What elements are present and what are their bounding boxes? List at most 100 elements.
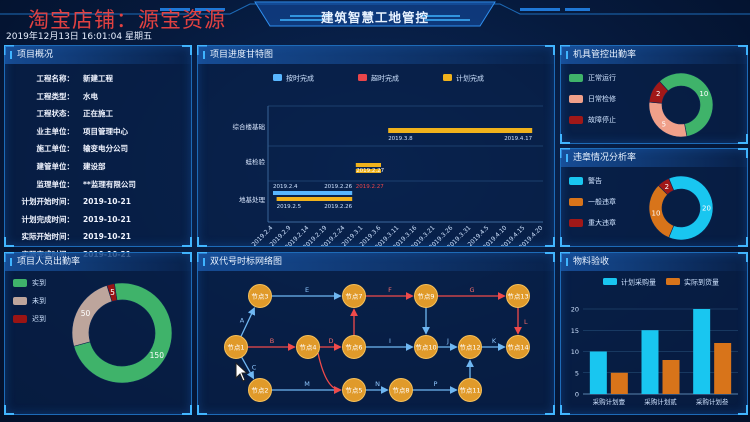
overview-key: 业主单位： — [36, 126, 75, 136]
personnel-panel: 项目人员出勤率 实到 未到 迟到 150 50 5 — [4, 252, 192, 415]
equipment-legend-item[interactable]: 日常检修 — [569, 94, 616, 104]
overview-value: 输变电分公司 — [83, 144, 128, 154]
network-node — [458, 335, 482, 359]
overview-key: 计划开始时间： — [21, 197, 75, 207]
network-diagram: A B C D E F G I J K M N P L 节点1 节点2 节点3 节点4 节点5 节点6 节点7 节点8 节点… — [224, 284, 530, 402]
page-title: 建筑智慧工地管控 — [320, 10, 429, 25]
network-edge-label: L — [524, 318, 528, 326]
materials-bar-chart: 计划采购量 实际到货量 0 5 10 15 20 采购计划壹 采购计划贰 采购计划叁 — [571, 278, 738, 406]
overview-title: 项目概况 — [5, 46, 191, 64]
personnel-title: 项目人员出勤率 — [5, 253, 191, 271]
network-node — [248, 378, 272, 402]
overview-value: **监理有限公司 — [83, 179, 136, 189]
network-edge-label: M — [304, 380, 310, 388]
header-frame — [0, 1, 750, 27]
gantt-bar-label: 2019.2.27 — [356, 184, 384, 190]
personnel-slice — [73, 282, 173, 384]
overview-value: 水电 — [83, 91, 98, 101]
overview-key: 工程名称： — [36, 74, 75, 83]
gantt-chart: 按时完成 超时完成 计划完成综合楼基础蛙检验地基处理2019.2.42019.2.9… — [233, 74, 545, 247]
materials-bar-planned — [589, 351, 607, 394]
equipment-donut-chart: 10 5 2 — [648, 72, 714, 138]
gantt-bar — [355, 169, 381, 173]
gantt-title: 项目进度甘特图 — [198, 46, 554, 64]
network-node — [414, 335, 438, 359]
gantt-task-label: 地基处理 — [239, 195, 266, 204]
equipment-slice — [648, 101, 688, 138]
watermark-text: 淘宝店铺：源宝资源 — [28, 8, 226, 32]
violations-legend-item[interactable]: 一般违章 — [569, 197, 616, 207]
overview-row: 计划开始时间： 2019-10-21 — [5, 195, 190, 208]
equipment-label: 10 — [699, 90, 708, 98]
network-edge-label: A — [240, 317, 245, 325]
materials-bar-actual — [714, 343, 732, 394]
network-edge — [317, 352, 342, 394]
gantt-legend-swatch — [358, 74, 367, 81]
gantt-bar-label: 2019.2.26 — [324, 204, 352, 210]
gantt-legend-label: 计划完成 — [456, 74, 484, 83]
overview-key: 工程状态： — [36, 109, 75, 119]
overview-key: 施工单位： — [36, 144, 75, 154]
overview-key: 监理单位： — [36, 179, 75, 189]
personnel-label: 50 — [81, 309, 91, 318]
gantt-bar-label: 2019.2.5 — [277, 204, 302, 210]
network-edge-label: K — [492, 337, 497, 345]
network-node-label: 节点13 — [507, 293, 528, 301]
violations-legend-item[interactable]: 警告 — [569, 176, 602, 186]
legend-label: 日常检修 — [588, 95, 616, 103]
materials-x-tick: 采购计划叁 — [696, 397, 729, 406]
equipment-panel: 机具管控出勤率 正常运行 日常检修 故障停止 10 5 2 — [560, 45, 748, 144]
equipment-legend-item[interactable]: 故障停止 — [569, 115, 616, 125]
gantt-panel: 项目进度甘特图 按时完成 超时完成 计划完成 综合楼基础 蛙检验 地基处理 2019.2.4… — [197, 45, 555, 247]
materials-bar-planned — [693, 309, 711, 394]
overview-value: 2019-10-21 — [83, 214, 131, 224]
legend-swatch — [569, 95, 583, 103]
mouse-cursor-icon — [235, 362, 249, 382]
network-node — [342, 335, 366, 359]
network-edge-label: E — [305, 286, 309, 294]
materials-bar-actual — [610, 372, 628, 394]
legend-swatch — [13, 279, 27, 287]
legend-label: 迟到 — [32, 315, 46, 323]
materials-legend-swatch — [666, 278, 680, 285]
materials-y-tick: 20 — [571, 306, 579, 314]
legend-label: 重大违章 — [588, 219, 616, 227]
materials-legend-label: 实际到货量 — [684, 278, 719, 287]
network-edge — [240, 307, 256, 337]
gantt-task-label: 综合楼基础 — [233, 122, 266, 131]
materials-x-tick: 采购计划壹 — [593, 397, 626, 406]
personnel-label: 150 — [150, 351, 165, 360]
network-node-label: 节点1 — [227, 344, 244, 352]
equipment-legend-item[interactable]: 正常运行 — [569, 73, 616, 83]
overview-row: 实际开始时间： 2019-10-21 — [5, 230, 190, 243]
personnel-legend-item[interactable]: 实到 — [13, 278, 46, 288]
gantt-bar — [355, 163, 381, 167]
gantt-bar — [388, 128, 533, 133]
network-panel: 双代号时标网络图 A B C D E F G I J K M N P L 节点1 节点2 节点3 节点4 节点5 节点… — [197, 252, 555, 415]
gantt-legend-swatch — [273, 74, 282, 81]
materials-y-tick: 5 — [575, 369, 579, 377]
network-node — [506, 284, 530, 308]
gantt-bar — [273, 191, 353, 195]
personnel-legend-item[interactable]: 迟到 — [13, 314, 46, 324]
legend-label: 实到 — [32, 279, 46, 287]
network-node-label: 节点2 — [251, 387, 268, 395]
overview-value: 2019-10-21 — [83, 232, 131, 242]
network-node — [506, 335, 530, 359]
overview-row: 业主单位： 项目管理中心 — [5, 125, 190, 138]
overview-key: 计划完成时间： — [21, 214, 75, 224]
network-edge-label: C — [252, 364, 257, 372]
violations-slice — [668, 175, 714, 241]
violations-donut-chart: 20 10 2 — [648, 175, 714, 241]
legend-swatch — [569, 116, 583, 124]
network-node-label: 节点4 — [299, 344, 316, 352]
equipment-label: 5 — [662, 120, 666, 128]
personnel-legend-item[interactable]: 未到 — [13, 296, 46, 306]
network-edge-label: G — [469, 286, 474, 294]
overview-panel: 项目概况 工程名称： 新建工程 工程类型： 水电 工程状态： 正在施工 业主单位： 项目管理中… — [4, 45, 192, 259]
violations-legend-item[interactable]: 重大违章 — [569, 218, 616, 228]
network-node — [342, 284, 366, 308]
overview-row: 工程名称： 新建工程 — [5, 72, 190, 85]
overview-key: 建管单位： — [36, 162, 75, 171]
legend-swatch — [569, 74, 583, 82]
